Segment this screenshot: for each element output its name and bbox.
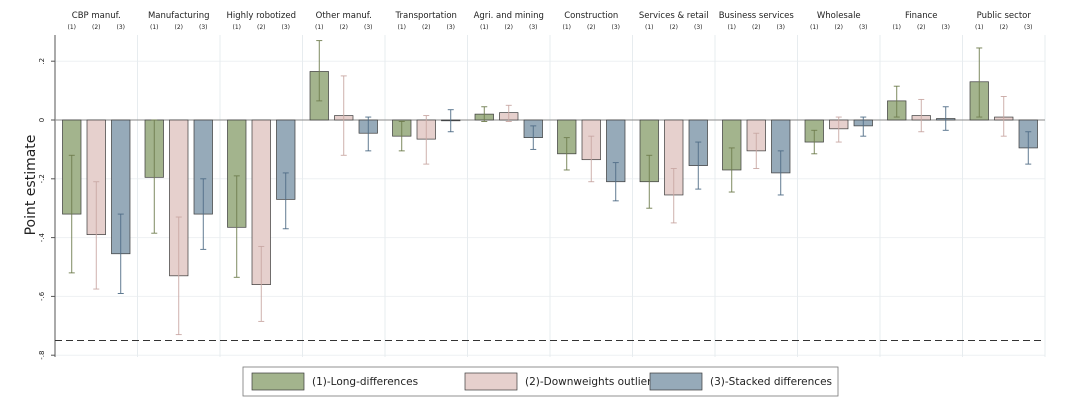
- sub-label-1-2: (3): [199, 24, 208, 31]
- group-title-11: Public sector: [977, 11, 1032, 21]
- sub-label-11-0: (1): [975, 24, 984, 31]
- sub-label-0-2: (3): [117, 24, 126, 31]
- sub-label-6-1: (2): [587, 24, 596, 31]
- sub-label-9-0: (1): [810, 24, 819, 31]
- group-title-9: Wholesale: [817, 11, 861, 21]
- sub-label-9-1: (2): [835, 24, 844, 31]
- sub-label-8-2: (3): [777, 24, 786, 31]
- y-tick-label-1: 0: [38, 118, 46, 122]
- group-title-1: Manufacturing: [148, 11, 210, 21]
- y-tick-label-4: -.6: [38, 291, 46, 301]
- sub-label-11-2: (3): [1024, 24, 1033, 31]
- y-tick-label-3: -.4: [38, 232, 46, 242]
- group-title-6: Construction: [564, 11, 618, 21]
- group-title-4: Transportation: [395, 11, 457, 21]
- sub-label-7-1: (2): [670, 24, 679, 31]
- sub-label-4-1: (2): [422, 24, 431, 31]
- sub-label-0-0: (1): [68, 24, 77, 31]
- sub-label-2-1: (2): [257, 24, 266, 31]
- sub-label-10-0: (1): [893, 24, 902, 31]
- legend-label-0: (1)-Long-differences: [312, 376, 418, 388]
- sub-label-2-2: (3): [282, 24, 291, 31]
- y-axis-label: Point estimate: [23, 135, 39, 236]
- sub-label-1-1: (2): [175, 24, 184, 31]
- sub-label-3-1: (2): [340, 24, 349, 31]
- sub-label-3-0: (1): [315, 24, 324, 31]
- legend-swatch-0: [251, 372, 305, 391]
- sub-label-10-1: (2): [917, 24, 926, 31]
- group-title-8: Business services: [719, 11, 795, 21]
- legend-swatch-1: [464, 372, 518, 391]
- sub-label-11-1: (2): [1000, 24, 1009, 31]
- sub-label-8-1: (2): [752, 24, 761, 31]
- y-tick-label-0: .2: [38, 58, 46, 65]
- group-title-2: Highly robotized: [226, 11, 296, 21]
- group-title-3: Other manuf.: [316, 11, 372, 21]
- sub-label-10-2: (3): [942, 24, 951, 31]
- group-title-5: Agri. and mining: [474, 11, 544, 21]
- sub-label-8-0: (1): [728, 24, 737, 31]
- y-tick-label-2: -.2: [38, 174, 46, 183]
- sub-label-5-1: (2): [505, 24, 514, 31]
- group-title-0: CBP manuf.: [72, 11, 121, 21]
- sub-label-1-0: (1): [150, 24, 159, 31]
- sub-label-6-0: (1): [563, 24, 572, 31]
- sub-label-7-2: (3): [694, 24, 703, 31]
- sub-label-7-0: (1): [645, 24, 654, 31]
- legend: (1)-Long-differences (2)-Downweights outl…: [242, 366, 839, 397]
- legend-label-1: (2)-Downweights outliers: [525, 376, 657, 388]
- sub-label-5-0: (1): [480, 24, 489, 31]
- sub-label-0-1: (2): [92, 24, 101, 31]
- legend-label-2: (3)-Stacked differences: [710, 376, 832, 388]
- sub-label-4-2: (3): [447, 24, 456, 31]
- sub-label-6-2: (3): [612, 24, 621, 31]
- y-tick-label-5: -.8: [38, 351, 46, 360]
- sub-label-4-0: (1): [398, 24, 407, 31]
- group-title-7: Services & retail: [639, 11, 709, 21]
- group-title-10: Finance: [905, 11, 938, 21]
- sub-label-2-0: (1): [233, 24, 242, 31]
- sub-label-5-2: (3): [529, 24, 538, 31]
- sub-label-3-2: (3): [364, 24, 373, 31]
- legend-swatch-2: [649, 372, 703, 391]
- legend-box: [242, 366, 839, 397]
- sub-label-9-2: (3): [859, 24, 868, 31]
